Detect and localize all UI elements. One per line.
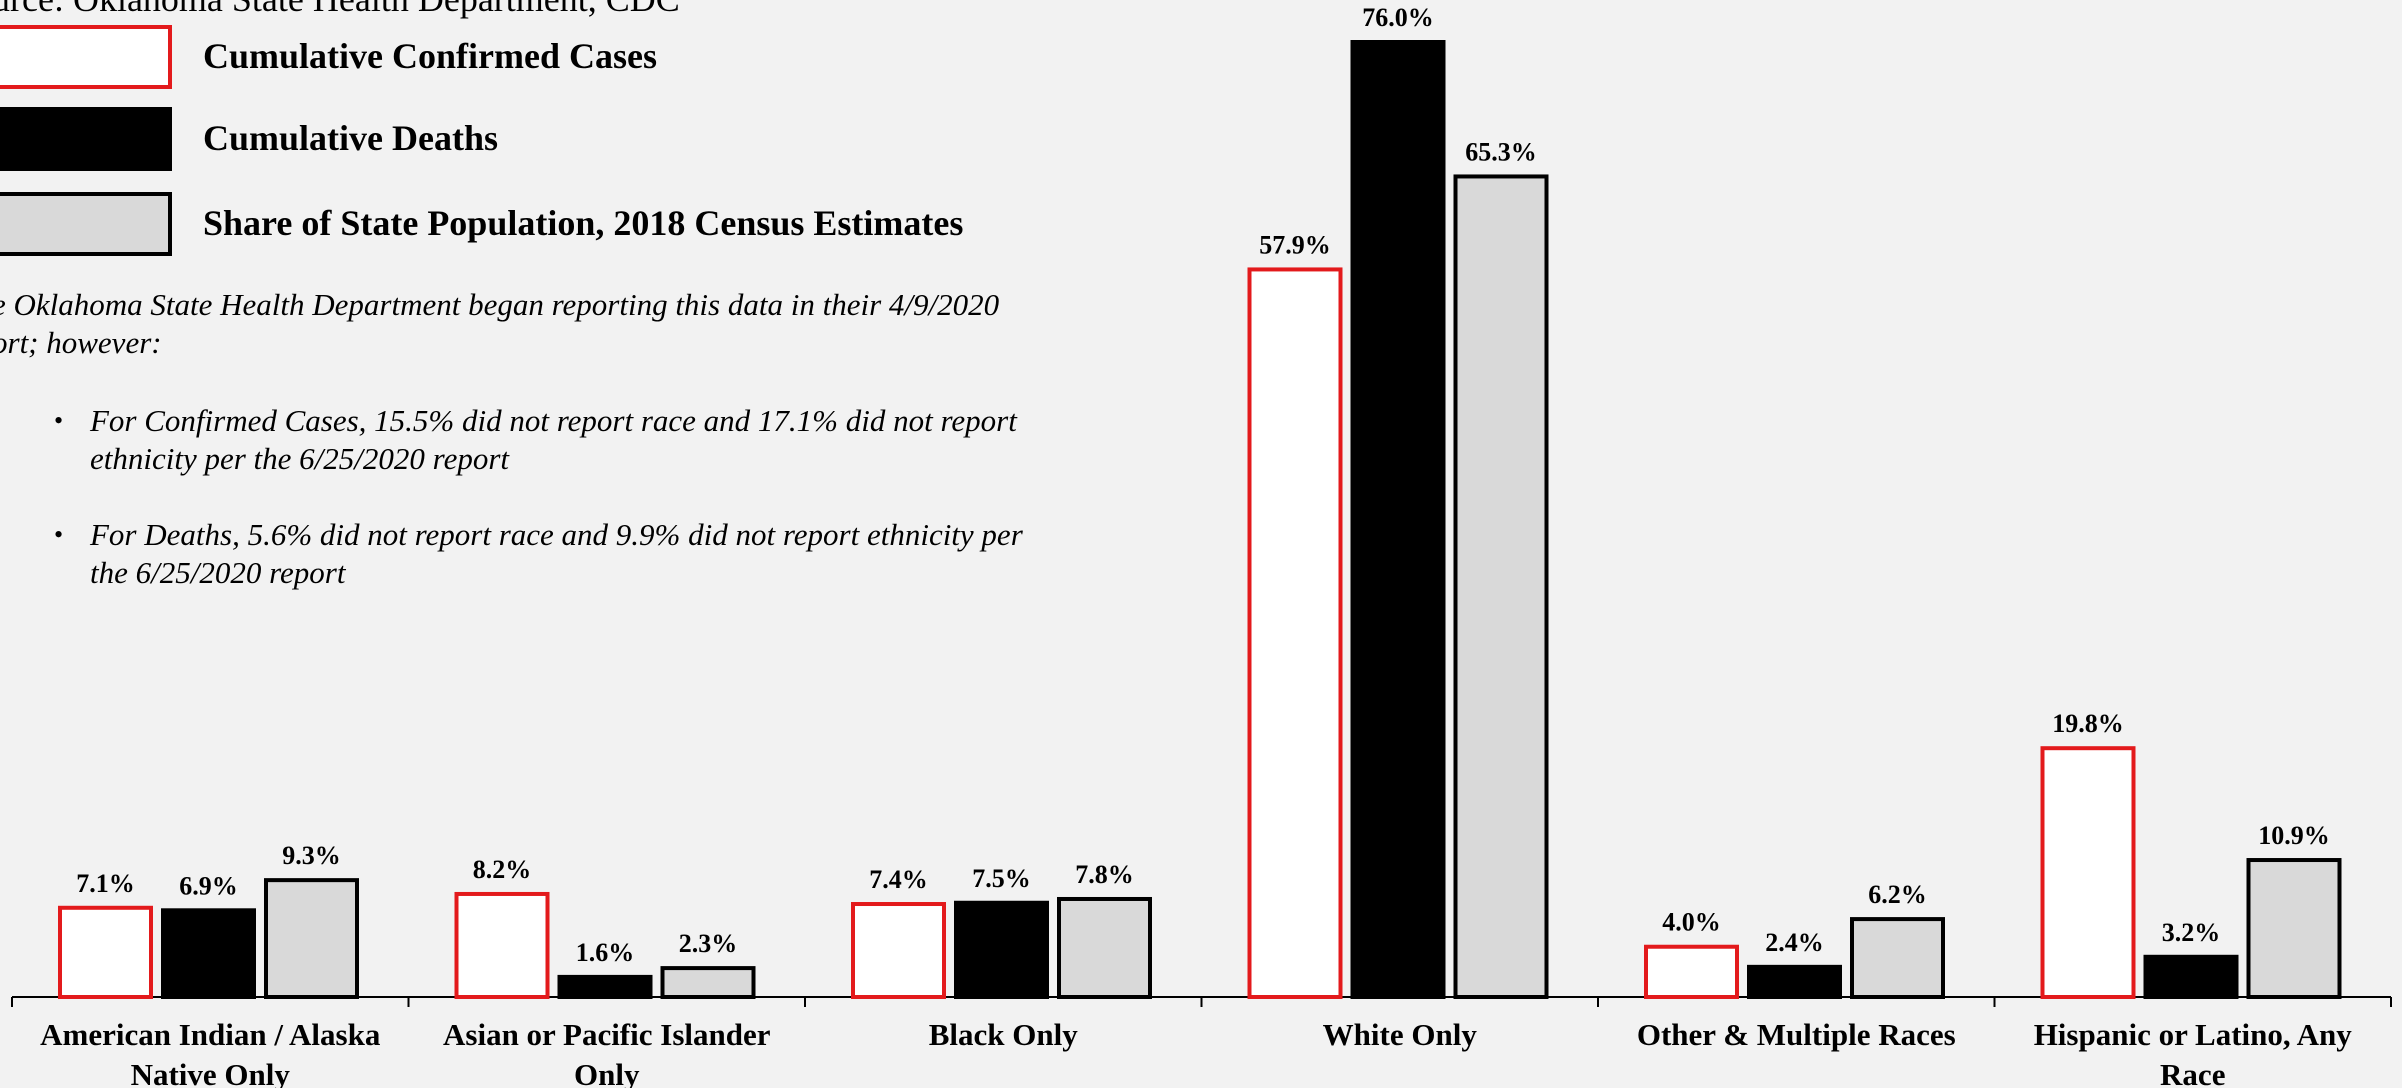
data-label: 3.2% bbox=[2162, 918, 2221, 947]
x-tick-label: White Only bbox=[1323, 1017, 1478, 1052]
data-label: 7.1% bbox=[76, 869, 135, 898]
data-label: 65.3% bbox=[1465, 137, 1537, 166]
data-label: 9.3% bbox=[282, 841, 341, 870]
bar bbox=[2143, 954, 2239, 1000]
bar bbox=[1644, 944, 1739, 999]
data-label: 2.3% bbox=[679, 929, 738, 958]
bar bbox=[2040, 746, 2136, 1000]
legend-label-population-share: Share of State Population, 2018 Census E… bbox=[203, 203, 964, 243]
data-label: 8.2% bbox=[473, 855, 532, 884]
bar bbox=[2246, 858, 2342, 999]
legend-label-confirmed-cases: Cumulative Confirmed Cases bbox=[203, 36, 657, 76]
bar bbox=[1453, 174, 1549, 1000]
data-label: 2.4% bbox=[1765, 928, 1824, 957]
bar bbox=[58, 905, 153, 999]
data-label: 7.5% bbox=[972, 864, 1031, 893]
note-bullet-deaths: For Deaths, 5.6% did not report race and… bbox=[46, 516, 1056, 592]
data-label: 57.9% bbox=[1259, 230, 1331, 259]
data-label: 10.9% bbox=[2258, 821, 2330, 850]
bar bbox=[161, 908, 256, 1000]
bar bbox=[1247, 267, 1343, 999]
x-tick-label: Black Only bbox=[929, 1017, 1079, 1052]
bar bbox=[264, 878, 359, 1000]
data-label: 76.0% bbox=[1362, 3, 1434, 32]
bar bbox=[660, 966, 756, 1000]
bar bbox=[454, 891, 550, 999]
x-tick-label: Only bbox=[574, 1057, 640, 1088]
data-label: 19.8% bbox=[2052, 709, 2124, 738]
bar bbox=[1850, 917, 1945, 999]
note-bullet-confirmed-cases: For Confirmed Cases, 15.5% did not repor… bbox=[46, 402, 1056, 478]
data-label: 7.8% bbox=[1075, 860, 1134, 889]
bar bbox=[557, 974, 653, 999]
x-tick-label: Asian or Pacific Islander bbox=[443, 1017, 771, 1052]
data-label: 6.9% bbox=[179, 871, 238, 900]
note-bullets: For Confirmed Cases, 15.5% did not repor… bbox=[46, 402, 1056, 630]
x-tick-label: American Indian / Alaska bbox=[40, 1017, 381, 1052]
legend-swatch-confirmed-cases bbox=[0, 25, 172, 89]
x-tick-label: Race bbox=[2160, 1057, 2225, 1088]
bar bbox=[954, 900, 1049, 1000]
x-tick-label: Native Only bbox=[131, 1057, 291, 1088]
data-label: 7.4% bbox=[869, 865, 928, 894]
data-note: e Oklahoma State Health Department began… bbox=[0, 287, 1000, 360]
data-label: 1.6% bbox=[576, 938, 635, 967]
bar bbox=[851, 902, 946, 1000]
x-tick-label: Other & Multiple Races bbox=[1637, 1017, 1956, 1052]
legend-swatch-population-share bbox=[0, 192, 172, 256]
data-label: 4.0% bbox=[1662, 908, 1721, 937]
legend-label-deaths: Cumulative Deaths bbox=[203, 118, 498, 158]
bar bbox=[1350, 40, 1446, 999]
data-label: 6.2% bbox=[1868, 880, 1927, 909]
bar bbox=[1057, 896, 1152, 999]
source-note: urce: Oklahoma State Health Department, … bbox=[0, 0, 680, 20]
legend-swatch-deaths bbox=[0, 107, 172, 171]
bar bbox=[1747, 964, 1842, 999]
x-tick-label: Hispanic or Latino, Any bbox=[2034, 1017, 2353, 1052]
